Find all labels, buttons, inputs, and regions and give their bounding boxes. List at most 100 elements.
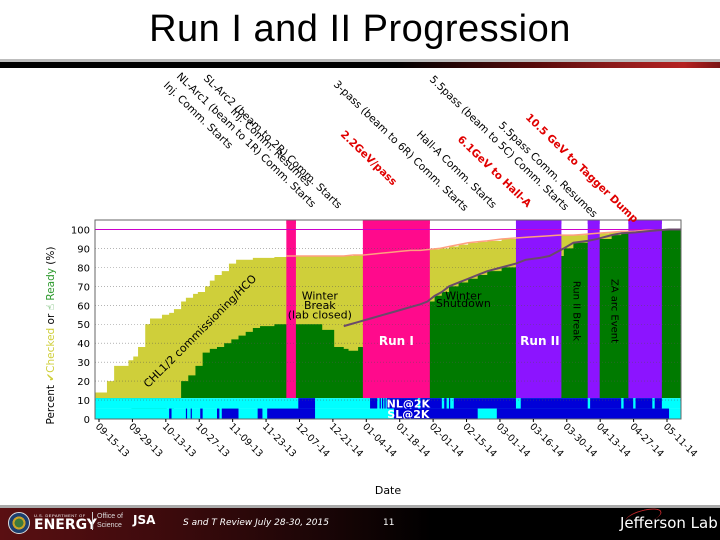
x-tick-label: 03-16-14 (527, 421, 565, 459)
y-tick-label: 70 (77, 282, 90, 293)
run-period-band (515, 220, 562, 399)
region-annotation: Run II Break (570, 281, 581, 341)
jefferson-lab-logo: Jefferson Lab (620, 514, 718, 532)
x-tick-label: 01-04-14 (360, 421, 398, 459)
x-tick-label: 04-27-14 (627, 421, 665, 459)
slide-title: Run I and II Progression (149, 8, 571, 50)
review-caption: S and T Review July 28-30, 2015 (183, 518, 329, 528)
x-tick-label: 12-21-14 (327, 421, 365, 459)
plot-frame (94, 219, 682, 420)
status-on-interval (635, 398, 653, 409)
status-on-interval (453, 398, 516, 409)
run-period-band (628, 220, 662, 399)
x-tick-label: 04-13-14 (594, 421, 632, 459)
region-annotation: Shutdown (436, 297, 491, 310)
run-period-cap (628, 220, 662, 224)
y-tick-label: 80 (77, 263, 90, 274)
x-tick-label: 03-30-14 (561, 421, 599, 459)
status-on-interval (444, 398, 447, 409)
x-tick-label: 10-27-13 (193, 421, 231, 459)
milestone-label: Inj. Comm. Resumes (228, 106, 314, 190)
y-tick-label: 100 (71, 225, 90, 236)
office-line2: Science (97, 522, 122, 529)
status-on-interval (384, 398, 386, 409)
y-tick-label: 40 (77, 339, 90, 350)
gridlines (95, 228, 681, 401)
status-on-interval (298, 398, 316, 409)
status-on-interval (420, 398, 442, 409)
status-on-interval (393, 408, 478, 419)
status-on-interval (267, 408, 316, 419)
doe-seal-icon (8, 512, 30, 534)
status-on-interval (370, 398, 378, 409)
status-on-interval (169, 408, 172, 419)
y-axis-label: Percent ✔Checked or ☝ Ready (%) (45, 247, 57, 425)
checked-trend-line (286, 228, 681, 257)
y-label-part: (%) (45, 247, 57, 269)
y-tick-label: 0 (84, 415, 90, 426)
x-tick-label: 02-01-14 (427, 421, 465, 459)
x-tick-label: 05-11-14 (661, 421, 699, 459)
status-on-interval (520, 398, 588, 409)
x-tick-label: 01-18-14 (394, 421, 432, 459)
status-on-interval (386, 398, 418, 409)
status-on-interval (382, 398, 384, 409)
x-tick-label: 03-01-14 (494, 421, 532, 459)
region-annotation: Winter (302, 290, 339, 303)
jsa-logo: JSA (133, 513, 156, 527)
office-line1: Office of (97, 513, 123, 520)
footer-divider (0, 505, 720, 508)
y-tick-label: 20 (77, 377, 90, 388)
status-on-interval (590, 398, 622, 409)
region-annotation: Break (304, 299, 336, 312)
status-band-label: NL@2K (387, 397, 431, 410)
y-label-part: ✔Checked (45, 328, 57, 382)
x-tick-label: 11-23-13 (260, 421, 298, 459)
status-on-interval (190, 408, 192, 419)
run-period-band (286, 220, 296, 399)
x-tick-label: 09-15-13 (93, 421, 131, 459)
milestone-label: NL-Arc1 (beam to 1R) Comm. Starts (174, 71, 318, 211)
status-on-interval (216, 408, 220, 419)
region-annotation: Winter (445, 290, 482, 303)
y-tick-label: 60 (77, 301, 90, 312)
office-of-science: Office of Science (92, 512, 133, 530)
ready-trend-line (343, 228, 681, 328)
status-on-interval (221, 408, 239, 419)
title-divider-highlight (0, 59, 720, 62)
status-band-label: SL@2K (387, 408, 430, 421)
run-period-cap (515, 220, 562, 224)
status-on-interval (623, 398, 634, 409)
x-tick-label: 02-15-14 (460, 421, 498, 459)
page-number: 11 (383, 518, 395, 528)
x-axis-label: Date (375, 484, 402, 497)
trend-lines (286, 228, 681, 328)
x-tick-label: 09-29-13 (126, 421, 164, 459)
y-label-part: or (45, 310, 57, 327)
y-tick-label: 90 (77, 244, 90, 255)
y-tick-label: 10 (77, 396, 90, 407)
run-period-band (587, 220, 600, 399)
x-tick-label: 11-09-13 (227, 421, 265, 459)
status-on-interval (448, 398, 451, 409)
y-label-part: ☝ Ready (45, 268, 57, 310)
run-period-cap (587, 220, 600, 224)
status-on-interval (185, 408, 188, 419)
doe-energy-text: ENERGY (34, 517, 97, 533)
doe-logo: U.S. DEPARTMENT OF ENERGY (8, 512, 97, 534)
y-tick-label: 50 (77, 320, 90, 331)
y-tick-label: 30 (77, 358, 90, 369)
x-tick-label: 10-13-13 (160, 421, 198, 459)
x-tick-label: 12-07-14 (293, 421, 331, 459)
title-divider (0, 62, 720, 68)
status-on-interval (654, 398, 662, 409)
run-period-band (362, 220, 430, 399)
status-on-interval (379, 398, 381, 409)
region-annotation: Run I (379, 334, 414, 348)
footer-bar (0, 508, 720, 540)
doe-small-text: U.S. DEPARTMENT OF (34, 513, 86, 518)
status-on-interval (257, 408, 263, 419)
